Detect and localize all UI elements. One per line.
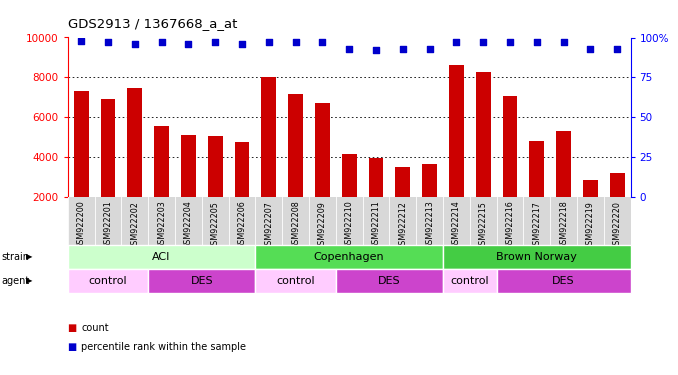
- Text: GSM922206: GSM922206: [237, 201, 247, 249]
- Bar: [583, 180, 598, 197]
- Text: GSM922201: GSM922201: [104, 201, 113, 249]
- Text: GSM922210: GSM922210: [344, 201, 354, 249]
- Bar: [235, 142, 250, 197]
- Point: [532, 39, 542, 45]
- Bar: [530, 141, 544, 197]
- Text: control: control: [450, 276, 489, 285]
- Text: agent: agent: [1, 276, 30, 285]
- Text: GSM922219: GSM922219: [586, 201, 595, 250]
- Bar: [556, 131, 571, 197]
- Text: GSM922209: GSM922209: [318, 201, 327, 250]
- Bar: [74, 91, 89, 197]
- Point: [397, 46, 408, 52]
- Text: GSM922216: GSM922216: [506, 201, 515, 249]
- Point: [183, 41, 194, 47]
- Bar: [154, 126, 169, 197]
- Text: GSM922213: GSM922213: [425, 201, 434, 249]
- Point: [129, 41, 140, 47]
- Bar: [315, 103, 330, 197]
- Text: DES: DES: [553, 276, 575, 285]
- Bar: [256, 245, 443, 268]
- Point: [290, 39, 301, 45]
- Text: ▶: ▶: [26, 252, 33, 261]
- Bar: [496, 268, 631, 292]
- Point: [585, 46, 596, 52]
- Text: ■: ■: [68, 342, 80, 352]
- Bar: [127, 88, 142, 197]
- Text: DES: DES: [191, 276, 213, 285]
- Bar: [68, 268, 148, 292]
- Text: control: control: [276, 276, 315, 285]
- Text: GSM922215: GSM922215: [479, 201, 487, 250]
- Text: GSM922218: GSM922218: [559, 201, 568, 249]
- Text: GSM922208: GSM922208: [291, 201, 300, 249]
- Bar: [148, 268, 256, 292]
- Bar: [342, 154, 357, 197]
- Bar: [369, 158, 383, 197]
- Text: GDS2913 / 1367668_a_at: GDS2913 / 1367668_a_at: [68, 17, 237, 30]
- Point: [102, 39, 113, 45]
- Bar: [68, 245, 256, 268]
- Point: [263, 39, 274, 45]
- Bar: [181, 135, 196, 197]
- Text: percentile rank within the sample: percentile rank within the sample: [81, 342, 246, 352]
- Point: [424, 46, 435, 52]
- Text: count: count: [81, 323, 109, 333]
- Bar: [422, 164, 437, 197]
- Text: GSM922211: GSM922211: [372, 201, 380, 249]
- Text: Copenhagen: Copenhagen: [314, 252, 384, 262]
- Bar: [443, 245, 631, 268]
- Text: GSM922203: GSM922203: [157, 201, 166, 249]
- Bar: [476, 72, 490, 197]
- Bar: [336, 268, 443, 292]
- Point: [558, 39, 569, 45]
- Text: ▶: ▶: [26, 276, 33, 285]
- Point: [612, 46, 622, 52]
- Bar: [100, 99, 115, 197]
- Point: [317, 39, 327, 45]
- Text: GSM922212: GSM922212: [398, 201, 407, 250]
- Bar: [395, 167, 410, 197]
- Text: GSM922214: GSM922214: [452, 201, 461, 249]
- Point: [210, 39, 220, 45]
- Bar: [208, 136, 222, 197]
- Text: DES: DES: [378, 276, 401, 285]
- Point: [156, 39, 167, 45]
- Text: GSM922207: GSM922207: [264, 201, 273, 250]
- Bar: [443, 268, 496, 292]
- Bar: [502, 96, 517, 197]
- Point: [478, 39, 489, 45]
- Text: GSM922204: GSM922204: [184, 201, 193, 249]
- Text: ■: ■: [68, 323, 80, 333]
- Text: GSM922205: GSM922205: [211, 201, 220, 250]
- Text: GSM922220: GSM922220: [613, 201, 622, 250]
- Text: GSM922202: GSM922202: [130, 201, 139, 250]
- Text: control: control: [89, 276, 127, 285]
- Text: GSM922217: GSM922217: [532, 201, 541, 250]
- Point: [371, 47, 382, 53]
- Point: [451, 39, 462, 45]
- Point: [504, 39, 515, 45]
- Text: GSM922200: GSM922200: [77, 201, 85, 249]
- Bar: [288, 94, 303, 197]
- Point: [76, 38, 87, 44]
- Bar: [262, 77, 276, 197]
- Text: ACI: ACI: [153, 252, 171, 262]
- Bar: [610, 173, 624, 197]
- Bar: [256, 268, 336, 292]
- Point: [237, 41, 247, 47]
- Text: strain: strain: [1, 252, 29, 262]
- Text: Brown Norway: Brown Norway: [496, 252, 577, 262]
- Bar: [449, 65, 464, 197]
- Point: [344, 46, 355, 52]
